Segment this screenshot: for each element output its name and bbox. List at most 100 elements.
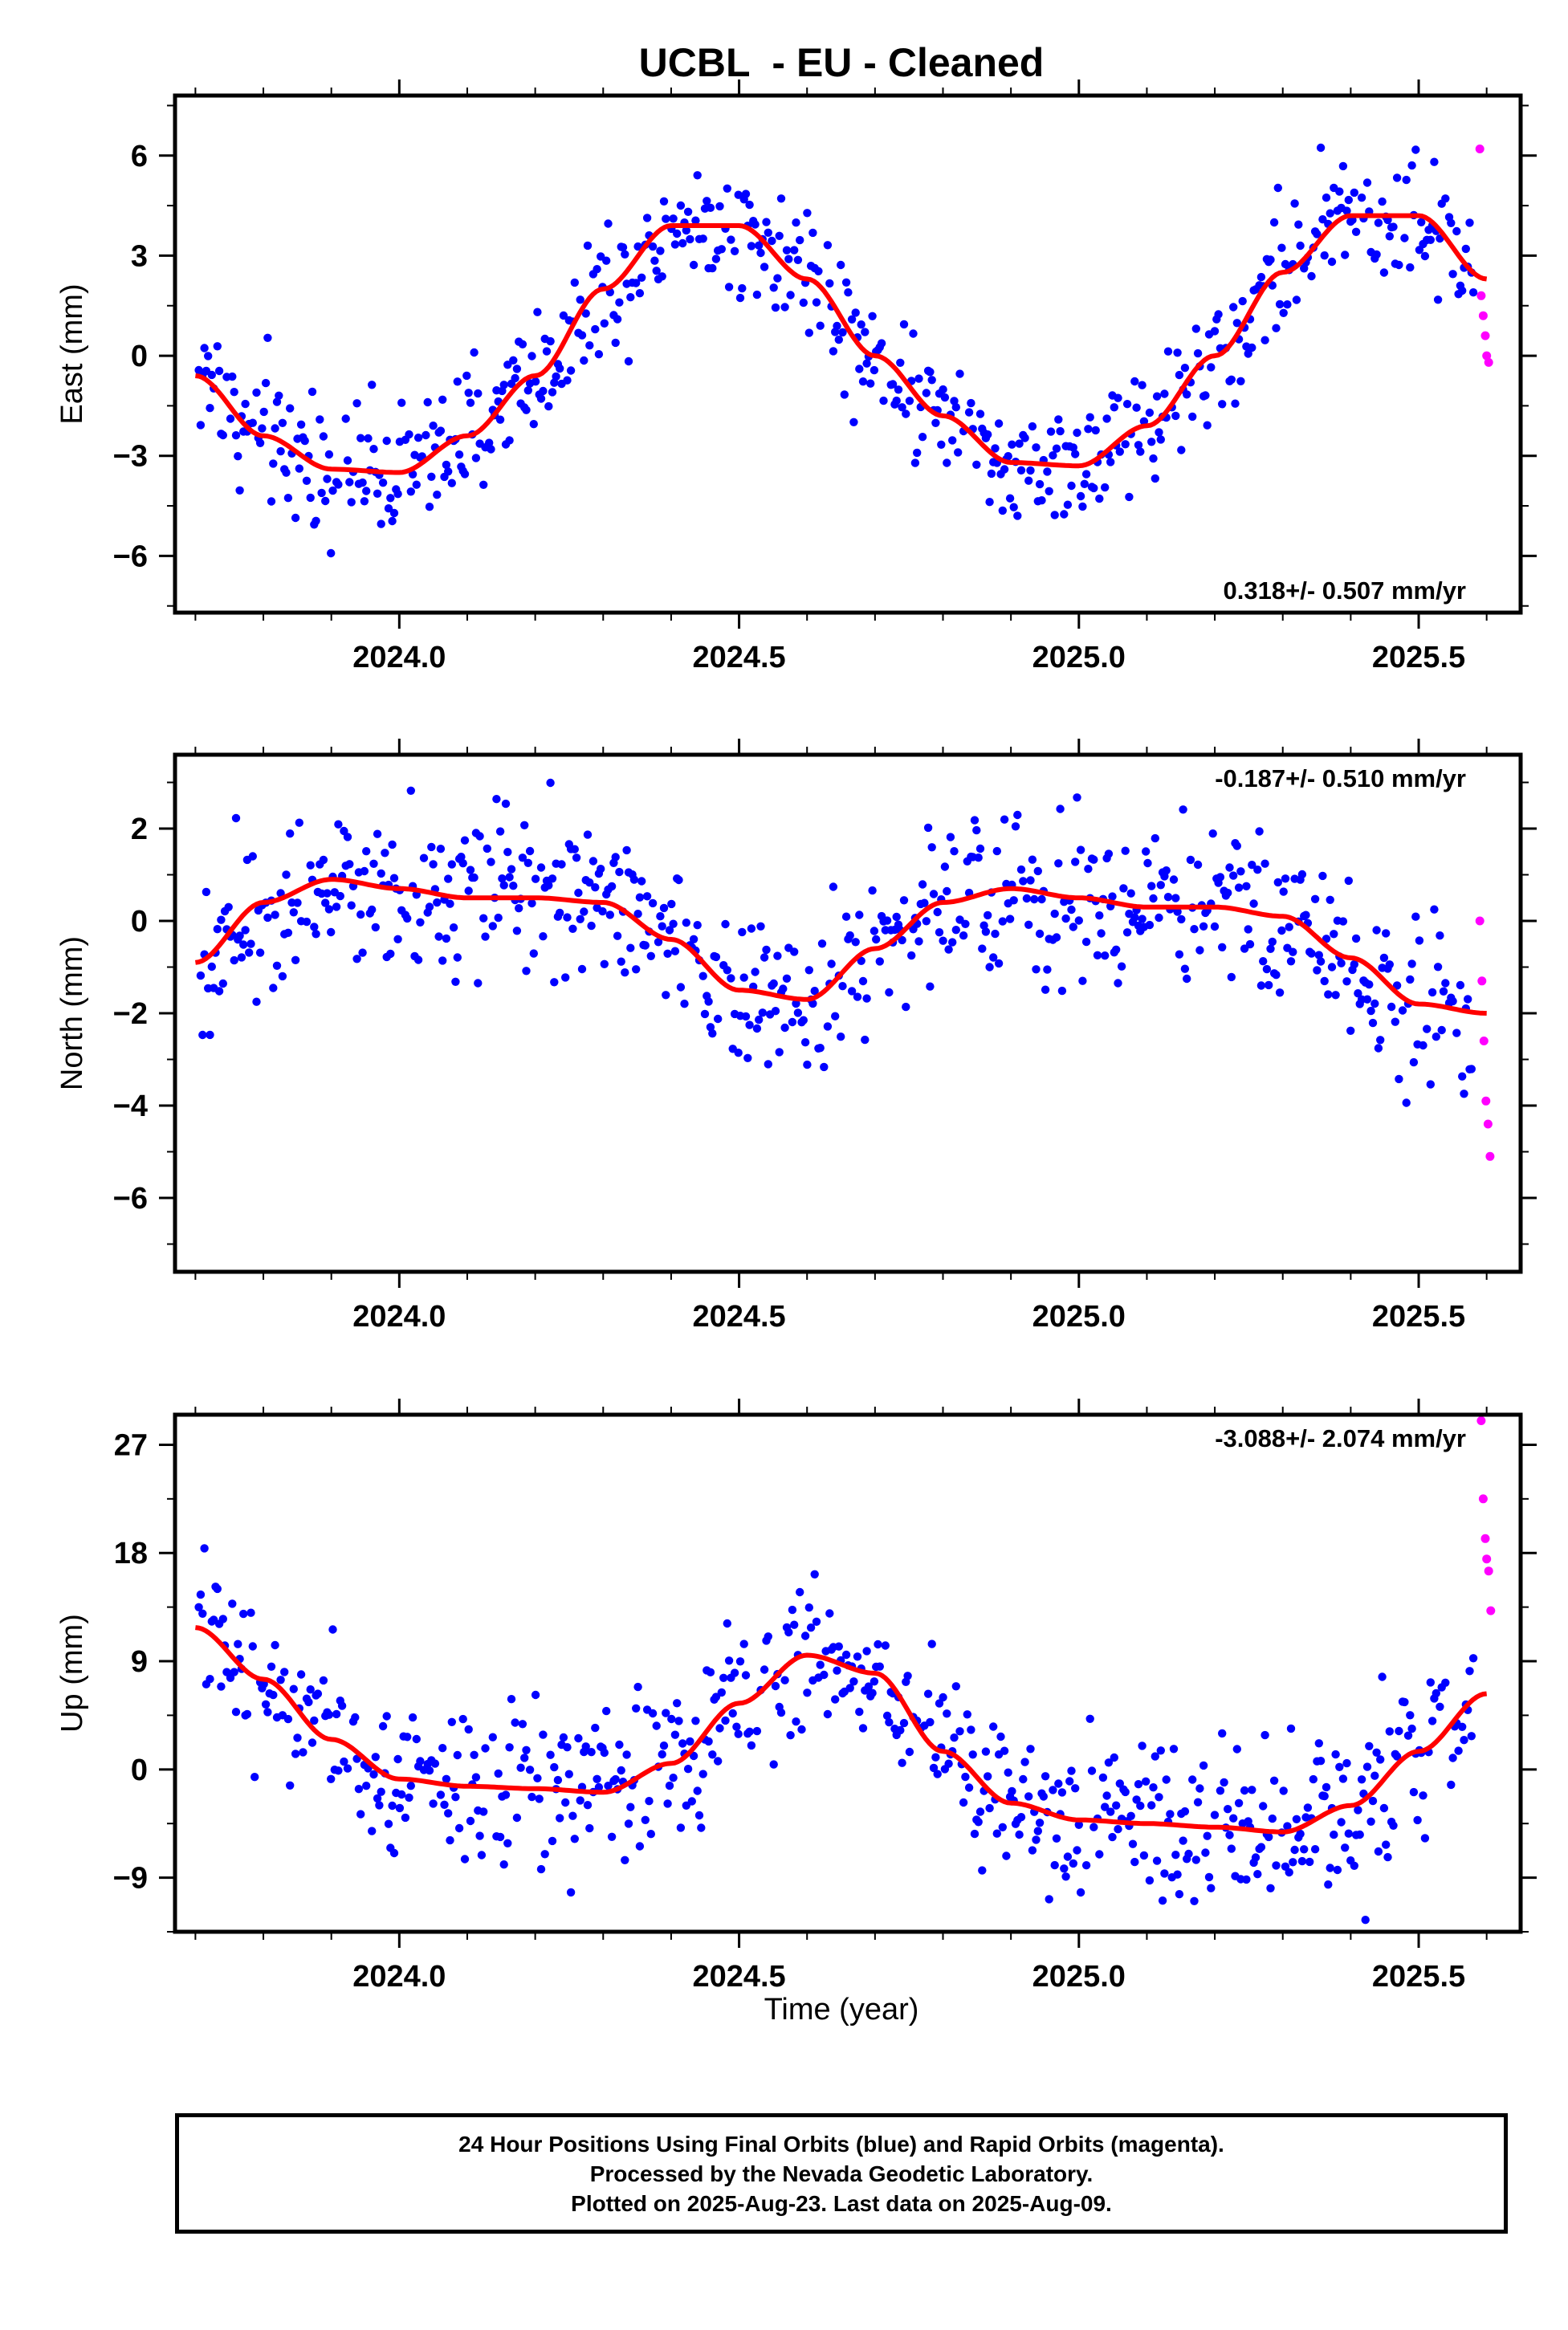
final-orbit-point [611, 853, 620, 862]
final-orbit-point [512, 365, 522, 373]
final-orbit-point [693, 921, 702, 930]
final-orbit-point [1245, 939, 1255, 949]
final-orbit-point [527, 898, 536, 908]
final-orbit-point [286, 829, 295, 838]
final-orbit-point [373, 829, 382, 838]
final-orbit-point [250, 1773, 259, 1782]
final-orbit-point [1379, 1803, 1389, 1813]
final-orbit-point [682, 226, 690, 235]
final-orbit-point [1195, 1784, 1204, 1793]
final-orbit-point [833, 321, 841, 331]
final-orbit-point [1175, 950, 1184, 959]
final-orbit-point [425, 503, 434, 511]
final-orbit-point [589, 857, 598, 866]
final-orbit-point [557, 860, 566, 869]
final-orbit-point [546, 1750, 555, 1759]
final-orbit-point [669, 214, 678, 223]
final-orbit-point [984, 1772, 992, 1781]
final-orbit-point [764, 1632, 772, 1641]
final-orbit-point [317, 488, 326, 498]
final-orbit-point [1080, 479, 1089, 488]
final-orbit-point [792, 218, 800, 227]
final-orbit-point [760, 1665, 769, 1674]
final-orbit-point [775, 231, 784, 240]
final-orbit-point [806, 1623, 816, 1632]
final-orbit-point [527, 352, 536, 360]
final-orbit-point [632, 279, 641, 287]
final-orbit-point [635, 1842, 645, 1851]
final-orbit-point [1076, 845, 1085, 854]
final-orbit-point [457, 853, 466, 862]
final-orbit-point [327, 927, 336, 937]
final-orbit-point [1372, 926, 1381, 935]
final-orbit-point [810, 1570, 819, 1579]
final-orbit-point [1279, 887, 1288, 896]
final-orbit-point [1409, 1057, 1419, 1067]
final-orbit-point [1049, 1786, 1057, 1794]
final-orbit-point [875, 1662, 885, 1671]
final-orbit-point [970, 1829, 979, 1839]
final-orbit-point [1290, 199, 1299, 208]
final-orbit-point [1163, 893, 1173, 902]
final-orbit-point [1110, 1753, 1119, 1762]
final-orbit-point [1050, 1860, 1059, 1870]
final-orbit-point [747, 1741, 756, 1750]
final-orbit-point [902, 409, 910, 418]
final-orbit-point [1147, 1801, 1156, 1810]
final-orbit-point [1035, 1819, 1045, 1827]
final-orbit-point [200, 1544, 209, 1553]
final-orbit-point [245, 948, 254, 957]
final-orbit-point [1089, 1823, 1098, 1831]
final-orbit-point [451, 977, 460, 987]
final-orbit-point [621, 1855, 629, 1864]
final-orbit-point [1436, 1702, 1444, 1711]
final-orbit-point [488, 922, 497, 931]
final-orbit-point [633, 1682, 642, 1692]
final-orbit-point [310, 1716, 319, 1725]
final-orbit-point [566, 366, 576, 375]
final-orbit-point [446, 1835, 454, 1845]
final-orbit-point [773, 951, 782, 960]
final-orbit-point [1008, 1786, 1016, 1796]
final-orbit-point [724, 1656, 734, 1665]
final-orbit-point [745, 1020, 754, 1029]
final-orbit-point [570, 278, 579, 287]
final-orbit-point [388, 516, 397, 526]
final-orbit-point [447, 1717, 456, 1726]
final-orbit-point [981, 1747, 991, 1756]
final-orbit-point [676, 201, 686, 210]
final-orbit-point [659, 1741, 669, 1750]
final-orbit-point [319, 1676, 328, 1685]
final-orbit-point [499, 1860, 508, 1869]
final-orbit-point [861, 1035, 870, 1045]
final-orbit-point [743, 1053, 752, 1063]
final-orbit-point [327, 1774, 336, 1783]
final-orbit-point [580, 907, 589, 916]
final-orbit-point [464, 389, 473, 397]
final-orbit-point [711, 255, 721, 263]
final-orbit-point [433, 491, 442, 499]
final-orbit-point [1125, 492, 1134, 502]
final-orbit-point [735, 293, 745, 303]
final-orbit-point [581, 1742, 590, 1751]
final-orbit-point [1261, 859, 1269, 868]
rate-annotation: -3.088+/- 2.074 mm/yr [1215, 1424, 1466, 1452]
final-orbit-point [760, 263, 769, 271]
final-orbit-point [898, 403, 906, 412]
final-orbit-point [1423, 1024, 1432, 1033]
final-orbit-point [261, 378, 271, 388]
final-orbit-point [1089, 483, 1098, 493]
final-orbit-point [892, 912, 901, 922]
final-orbit-point [1057, 986, 1067, 996]
final-orbit-point [879, 396, 888, 405]
final-orbit-point [1400, 234, 1409, 242]
final-orbit-point [556, 364, 564, 373]
final-orbit-point [542, 347, 552, 356]
final-orbit-point [739, 973, 748, 982]
final-orbit-point [593, 1774, 601, 1783]
final-orbit-point [708, 263, 717, 273]
final-orbit-point [466, 866, 475, 874]
final-orbit-point [989, 1722, 998, 1731]
final-orbit-point [933, 907, 942, 917]
final-orbit-point [727, 974, 735, 983]
